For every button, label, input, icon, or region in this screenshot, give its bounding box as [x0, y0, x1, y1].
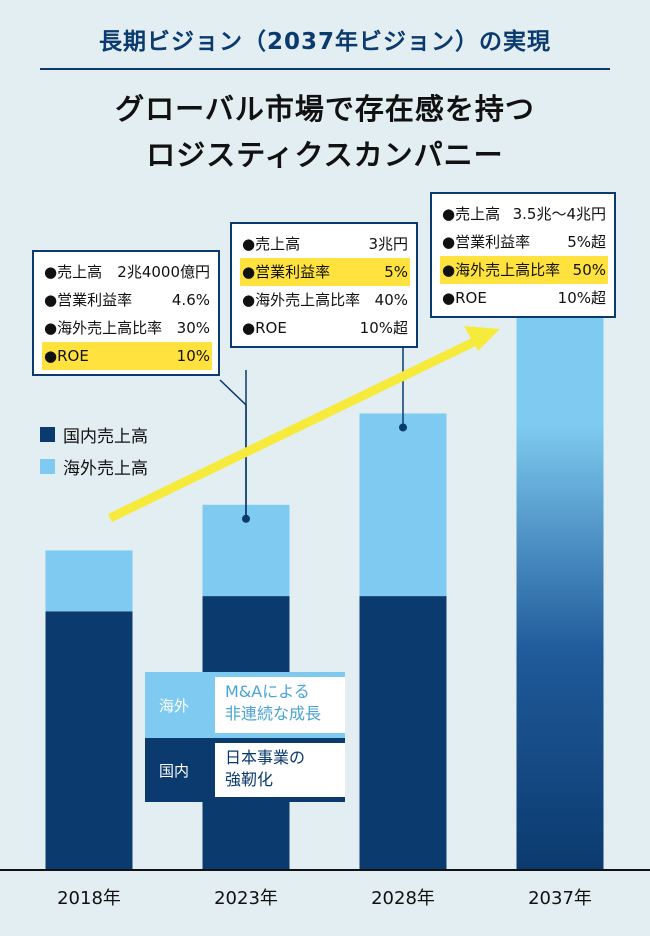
bar-domestic-2: [359, 596, 447, 870]
callout-row-value: 3兆円: [368, 235, 408, 253]
growth-arrow-shaft: [108, 335, 480, 523]
callout-2018: ●売上高 2兆4000億円 ●営業利益率 4.6% ●海外売上高比率 30% ●ROE…: [32, 250, 220, 376]
callout-row: ●海外売上高比率 30%: [42, 314, 212, 342]
callout-row: ●売上高 2兆4000億円: [42, 258, 212, 286]
strategy-text-line: 日本事業の: [225, 748, 306, 767]
strategy-text-overseas: M&Aによる 非連続な成長: [215, 677, 345, 733]
callout-row-value: 30%: [176, 319, 210, 337]
callout-row: ●営業利益率 4.6%: [42, 286, 212, 314]
callout-row: ●営業利益率 5%超: [440, 228, 608, 256]
callout-row-value: 3.5兆～4兆円: [512, 205, 606, 223]
callout-row-label: ●ROE: [44, 347, 89, 365]
legend-item-overseas: 海外売上高: [40, 450, 148, 482]
legend-label-overseas: 海外売上高: [63, 458, 148, 479]
x-tick-label: 2037年: [528, 888, 592, 909]
bar-total-gradient-3: [516, 299, 604, 870]
legend-item-domestic: 国内売上高: [40, 418, 148, 450]
callout-row-value: 10%超: [557, 289, 606, 307]
header-title: 長期ビジョン（2037年ビジョン）の実現: [98, 29, 551, 55]
callout-row-value: 10%: [176, 347, 210, 365]
growth-arrow-head: [464, 326, 500, 351]
callout-row: ●売上高 3兆円: [240, 230, 410, 258]
callout-row-highlighted: ●海外売上高比率 50%: [440, 256, 608, 284]
callout-row-value: 10%超: [359, 319, 408, 337]
x-tick-label: 2023年: [214, 888, 278, 909]
callout-row: ●ROE 10%超: [440, 284, 608, 312]
callout-row-label: ●ROE: [442, 289, 487, 307]
bar-overseas-2: [359, 413, 447, 597]
callout-2028: ●売上高 3兆円 ●営業利益率 5% ●海外売上高比率 40% ●ROE 10%超: [230, 222, 418, 348]
callout-row: ●ROE 10%超: [240, 314, 410, 342]
strategy-text-line: 強靭化: [225, 770, 274, 789]
callout-leader-dot: [242, 514, 250, 523]
callout-row-label: ●売上高: [44, 263, 103, 281]
strategy-text-line: M&Aによる: [225, 682, 310, 701]
growth-arrow: [108, 326, 500, 523]
strategy-tag-domestic: 国内: [158, 761, 189, 780]
strategy-overseas: 海外 M&Aによる 非連続な成長: [145, 672, 345, 738]
callout-row: ●売上高 3.5兆～4兆円: [440, 200, 608, 228]
legend-swatch-domestic: [40, 426, 55, 442]
callout-row-label: ●売上高: [442, 205, 501, 223]
legend-label-domestic: 国内売上高: [63, 426, 148, 447]
callout-row-value: 40%: [374, 291, 408, 309]
callout-row-value: 50%: [572, 261, 606, 279]
bar-overseas-0: [45, 550, 133, 612]
bars-group: [45, 299, 604, 870]
strategy-text-line: 非連続な成長: [225, 704, 322, 723]
strategy-text-domestic: 日本事業の 強靭化: [215, 743, 345, 797]
callout-row-label: ●海外売上高比率: [44, 319, 163, 337]
callout-row-label: ●営業利益率: [44, 291, 133, 309]
callout-row-highlighted: ●営業利益率 5%: [240, 258, 410, 286]
callout-row-label: ●営業利益率: [242, 263, 331, 281]
headline-line-2: ロジスティクスカンパニー: [146, 138, 504, 172]
callout-row-label: ●営業利益率: [442, 233, 531, 251]
callout-row-value: 5%: [384, 263, 408, 281]
callout-row-label: ●売上高: [242, 235, 301, 253]
callout-row-label: ●ROE: [242, 319, 287, 337]
strategy-tag-overseas: 海外: [158, 696, 189, 715]
header-divider: [40, 68, 610, 70]
callout-row-value: 5%超: [567, 233, 606, 251]
callout-row-value: 4.6%: [171, 291, 210, 309]
legend-swatch-overseas: [40, 458, 55, 474]
callout-row: ●海外売上高比率 40%: [240, 286, 410, 314]
bar-domestic-0: [45, 611, 133, 870]
headline-line-1: グローバル市場で存在感を持つ: [115, 92, 535, 126]
x-tick-label: 2018年: [57, 888, 121, 909]
legend: 国内売上高 海外売上高: [40, 418, 148, 482]
callout-row-label: ●海外売上高比率: [242, 291, 361, 309]
callout-row-highlighted: ●ROE 10%: [42, 342, 212, 370]
strategy-domestic: 国内 日本事業の 強靭化: [145, 738, 345, 802]
callout-row-label: ●海外売上高比率: [442, 261, 561, 279]
callout-leader-dot: [399, 423, 407, 432]
x-tick-label: 2028年: [371, 888, 435, 909]
callout-2037: ●売上高 3.5兆～4兆円 ●営業利益率 5%超 ●海外売上高比率 50% ●ROE 1…: [430, 192, 616, 318]
callout-row-value: 2兆4000億円: [117, 263, 210, 281]
